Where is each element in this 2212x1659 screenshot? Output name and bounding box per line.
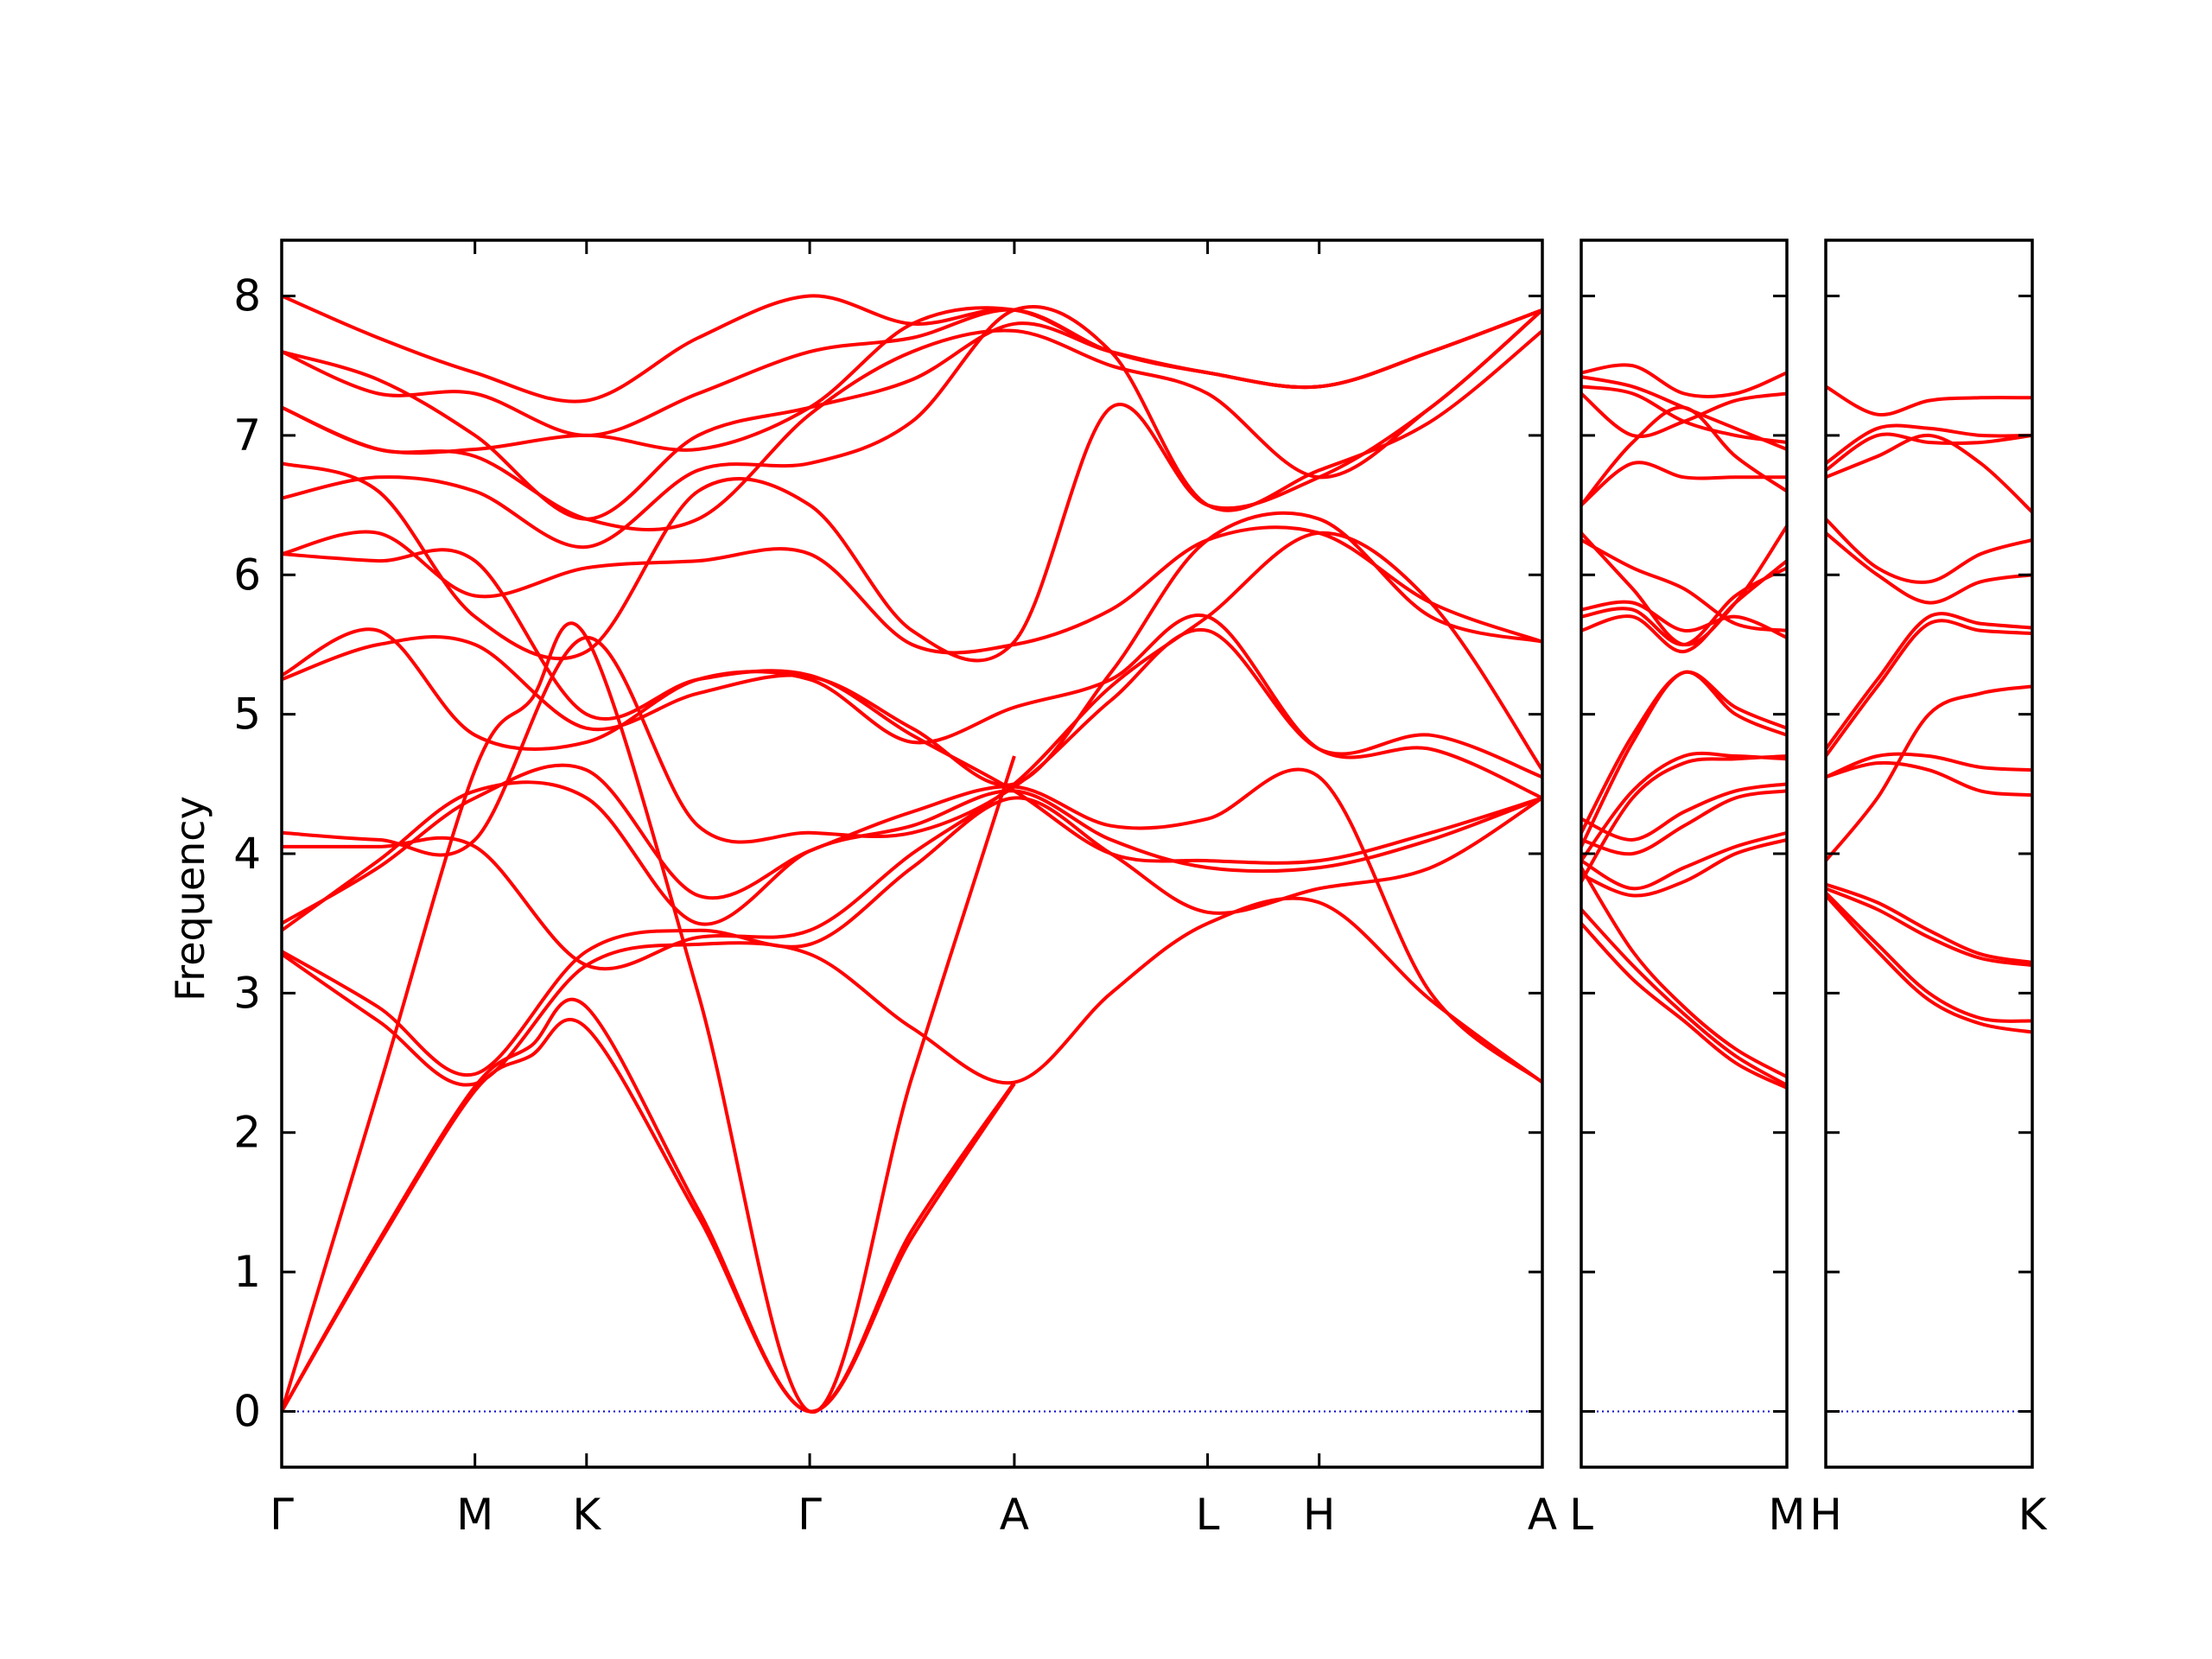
x-tick-label: K bbox=[572, 1490, 601, 1540]
band-line bbox=[1581, 538, 1787, 632]
band-line bbox=[282, 308, 1542, 663]
plot-frame bbox=[1824, 238, 2034, 1469]
band-line bbox=[1581, 559, 1787, 654]
x-tick-label: M bbox=[1768, 1490, 1805, 1540]
band-line bbox=[1826, 752, 2032, 779]
band-line bbox=[1826, 760, 2032, 798]
band-line bbox=[282, 525, 1542, 655]
band-line bbox=[1581, 789, 1787, 856]
band-line bbox=[282, 531, 1542, 971]
bands bbox=[282, 294, 1542, 1414]
band-line bbox=[1826, 423, 2032, 465]
x-tick-label: Γ bbox=[798, 1490, 822, 1540]
band-line bbox=[1581, 830, 1787, 891]
band-line bbox=[282, 294, 1542, 404]
x-tick-label: K bbox=[2018, 1490, 2048, 1540]
band-line bbox=[282, 308, 1542, 521]
x-tick-label: L bbox=[1569, 1490, 1593, 1540]
band-line bbox=[282, 613, 1542, 800]
band-line bbox=[1581, 524, 1787, 647]
y-tick-label: 5 bbox=[233, 690, 261, 740]
band-line bbox=[1826, 531, 2032, 605]
band-line bbox=[1826, 894, 2032, 1034]
y-tick-label: 1 bbox=[233, 1247, 261, 1297]
x-tick-label: M bbox=[456, 1490, 493, 1540]
panel-1: 0 1 2 3 4 5 6 7 8 Γ M K Γ A L H A bbox=[233, 238, 1557, 1540]
x-tick-label: H bbox=[1809, 1490, 1842, 1540]
band-line bbox=[282, 548, 1542, 865]
y-tick-label: 6 bbox=[233, 550, 261, 600]
band-line bbox=[1826, 891, 2032, 1023]
band-line bbox=[282, 896, 1542, 1087]
band-line bbox=[1581, 782, 1787, 842]
band-line bbox=[1826, 385, 2032, 416]
y-tick-label: 4 bbox=[233, 829, 261, 879]
band-line bbox=[1826, 882, 2032, 964]
band-line bbox=[282, 511, 1542, 787]
band-line bbox=[1581, 461, 1787, 507]
band-line bbox=[282, 763, 1542, 1084]
y-tick-label: 7 bbox=[233, 410, 261, 461]
band-line bbox=[1581, 837, 1787, 898]
band-line bbox=[282, 621, 1016, 1414]
y-tick-label: 3 bbox=[233, 968, 261, 1018]
band-line bbox=[282, 997, 1016, 1414]
band-line bbox=[1826, 518, 2032, 584]
y-tick-label: 0 bbox=[233, 1386, 261, 1436]
bands bbox=[1826, 385, 2032, 1034]
band-line bbox=[1581, 375, 1787, 451]
band-line bbox=[1581, 670, 1787, 834]
y-tick-label: 8 bbox=[233, 271, 261, 321]
band-line bbox=[1826, 432, 2032, 472]
band-line bbox=[1581, 751, 1787, 862]
x-tick-label: H bbox=[1303, 1490, 1336, 1540]
band-line bbox=[1581, 385, 1787, 444]
band-line bbox=[1581, 922, 1787, 1090]
band-line bbox=[1581, 391, 1787, 438]
x-tick-label: L bbox=[1196, 1490, 1220, 1540]
y-axis-label: Frequency bbox=[167, 796, 213, 1001]
band-line bbox=[282, 780, 1542, 932]
band-line bbox=[1581, 566, 1787, 647]
x-tick-label: A bbox=[1528, 1490, 1557, 1540]
band-line bbox=[1826, 612, 2032, 751]
band-line bbox=[1581, 908, 1787, 1087]
band-line bbox=[282, 796, 1542, 1077]
bands bbox=[1581, 363, 1787, 1090]
band-line bbox=[282, 308, 1542, 531]
y-tick-label: 2 bbox=[233, 1108, 261, 1158]
x-tick-label: Γ bbox=[270, 1490, 294, 1540]
band-line bbox=[1581, 600, 1787, 639]
band-line bbox=[282, 304, 1542, 550]
band-line bbox=[1826, 887, 2032, 968]
band-line bbox=[1826, 684, 2032, 862]
band-line bbox=[1826, 619, 2032, 758]
band-line bbox=[1826, 433, 2032, 514]
band-line bbox=[1581, 363, 1787, 399]
x-tick-label: A bbox=[1000, 1490, 1029, 1540]
band-line bbox=[1581, 867, 1787, 1078]
